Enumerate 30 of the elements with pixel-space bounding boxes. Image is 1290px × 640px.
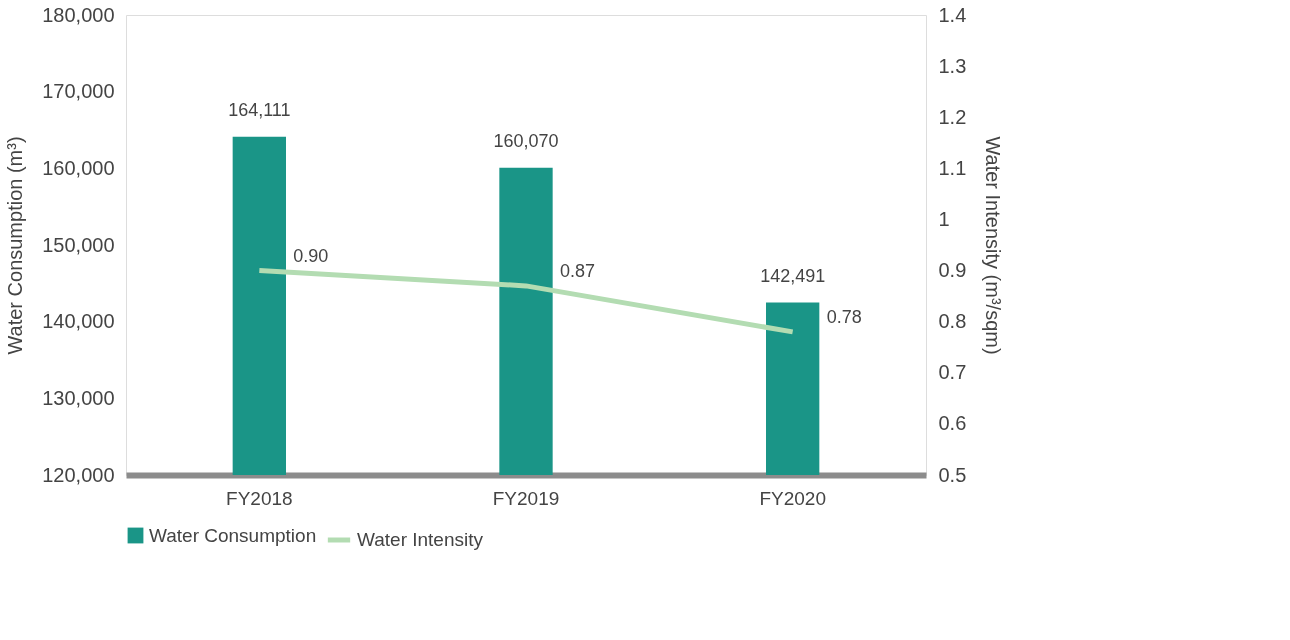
y-tick-label: 170,000 <box>42 80 115 103</box>
y-tick-label: 120,000 <box>42 463 115 486</box>
y-axis-title: Water Consumption (m³) <box>4 136 27 355</box>
x-tick-label: FY2020 <box>759 487 826 509</box>
x-tick-label: FY2019 <box>492 487 560 509</box>
y2-tick-label: 0.5 <box>938 463 967 486</box>
data-label: 0.87 <box>560 260 596 281</box>
y2-axis-title: Water Intensity (m³/sqm) <box>982 136 1005 355</box>
data-label: 164,111 <box>228 99 291 120</box>
y-tick-label: 130,000 <box>42 386 115 409</box>
data-label: 0.90 <box>293 245 329 266</box>
y2-tick-label: 0.9 <box>938 259 967 282</box>
y2-tick-label: 1.2 <box>938 105 967 128</box>
y-tick-label: 180,000 <box>42 3 115 26</box>
y2-tick-label: 0.8 <box>938 310 967 333</box>
legend-label: Water Intensity <box>357 529 484 550</box>
y2-tick-label: 1.3 <box>938 54 967 77</box>
y2-tick-label: 0.6 <box>938 412 967 435</box>
x-tick-label: FY2018 <box>226 487 293 509</box>
data-label: 160,070 <box>493 130 559 151</box>
y2-tick-label: 1.1 <box>938 156 967 179</box>
y-tick-label: 160,000 <box>42 156 115 179</box>
data-label: 142,491 <box>760 265 826 286</box>
y2-tick-label: 0.7 <box>938 361 967 384</box>
legend-label: Water Consumption <box>149 524 317 546</box>
data-label: 0.78 <box>826 306 862 327</box>
y2-tick-label: 1 <box>938 207 950 230</box>
y-tick-label: 140,000 <box>42 310 115 333</box>
y-tick-label: 150,000 <box>42 233 115 256</box>
y2-tick-label: 1.4 <box>938 3 967 26</box>
